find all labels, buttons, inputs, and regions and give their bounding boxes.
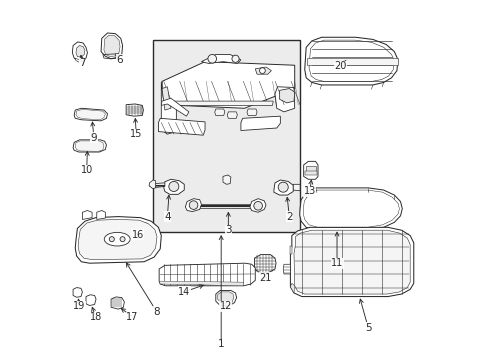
Polygon shape [290,283,294,293]
Text: 16: 16 [131,230,143,239]
Text: 1: 1 [218,339,224,349]
Polygon shape [217,292,233,304]
Polygon shape [140,223,147,227]
Text: 18: 18 [89,312,102,322]
Polygon shape [215,291,236,306]
Polygon shape [162,87,171,110]
Bar [153,40,300,232]
Polygon shape [111,297,124,309]
Polygon shape [154,183,164,188]
Text: 5: 5 [364,323,371,333]
Polygon shape [303,161,317,179]
Polygon shape [158,118,204,135]
Polygon shape [159,281,244,286]
Text: 2: 2 [285,212,292,221]
Polygon shape [78,220,157,260]
Polygon shape [214,109,224,116]
Polygon shape [149,180,155,189]
Polygon shape [241,116,280,131]
Polygon shape [161,98,188,116]
Ellipse shape [104,232,130,246]
Polygon shape [126,104,143,116]
Polygon shape [306,58,397,65]
Polygon shape [305,166,315,171]
Polygon shape [246,109,257,116]
Polygon shape [172,101,273,105]
Text: 7: 7 [79,58,85,68]
Text: 4: 4 [164,212,170,221]
Circle shape [109,237,114,242]
Text: 17: 17 [126,312,139,322]
Polygon shape [162,62,294,108]
Text: 13: 13 [303,186,315,197]
Polygon shape [163,179,184,194]
Polygon shape [293,230,409,294]
Polygon shape [283,264,290,274]
Polygon shape [73,288,82,297]
Polygon shape [104,35,120,57]
Text: 19: 19 [73,301,85,311]
Circle shape [231,55,239,62]
Text: 8: 8 [153,307,160,316]
Polygon shape [299,188,402,229]
Polygon shape [75,217,161,263]
Polygon shape [290,227,413,297]
Circle shape [259,68,265,73]
Polygon shape [227,112,237,118]
Polygon shape [126,220,147,233]
Polygon shape [223,175,230,184]
Polygon shape [185,199,201,212]
Polygon shape [201,54,241,63]
Polygon shape [82,211,92,220]
Polygon shape [72,42,87,61]
Polygon shape [101,33,122,59]
Polygon shape [86,295,96,306]
Text: 9: 9 [90,133,97,143]
Polygon shape [75,141,104,151]
Text: 15: 15 [130,129,142,139]
Polygon shape [76,109,105,120]
Text: 3: 3 [224,225,231,235]
Text: 6: 6 [116,55,123,65]
Polygon shape [74,108,107,121]
Circle shape [207,54,216,63]
Text: 11: 11 [330,258,343,268]
Circle shape [278,182,287,192]
Polygon shape [304,171,316,175]
Polygon shape [290,246,291,253]
Circle shape [127,223,133,229]
Polygon shape [73,140,106,152]
Circle shape [120,237,125,242]
Polygon shape [293,184,300,191]
Polygon shape [75,58,83,62]
Text: 21: 21 [259,273,271,283]
Text: 20: 20 [334,61,346,71]
Text: 12: 12 [219,301,232,311]
Polygon shape [255,67,271,74]
Polygon shape [304,37,397,85]
Polygon shape [159,263,255,286]
Circle shape [134,224,139,228]
Circle shape [168,181,179,192]
Text: 14: 14 [178,287,190,297]
Polygon shape [273,180,293,195]
Polygon shape [161,82,176,134]
Polygon shape [274,87,294,112]
Polygon shape [97,211,105,220]
Polygon shape [279,89,294,103]
Circle shape [253,202,262,210]
Polygon shape [254,255,276,273]
Text: 10: 10 [81,165,93,175]
Circle shape [189,201,198,210]
Polygon shape [249,199,265,212]
Polygon shape [76,45,85,57]
